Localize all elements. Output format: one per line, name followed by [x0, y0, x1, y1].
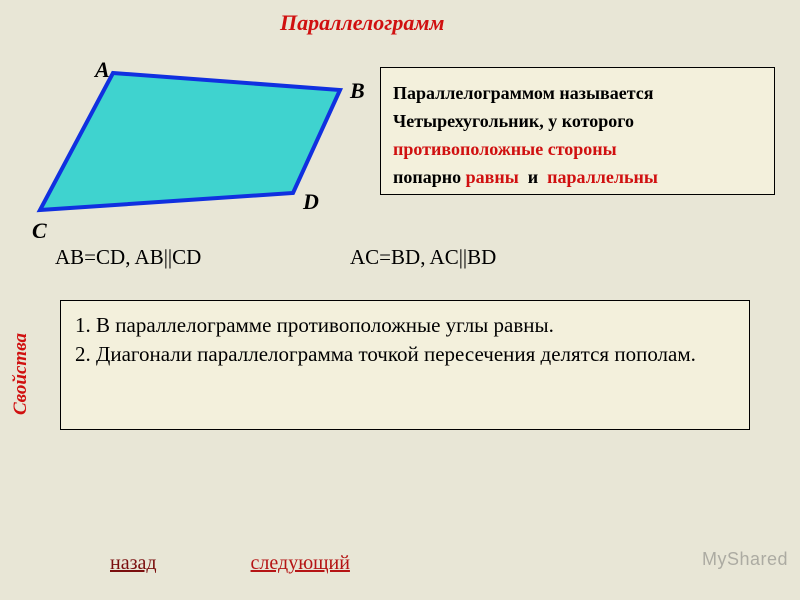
nav-next-link[interactable]: следующий: [251, 552, 350, 574]
definition-line: Четырехугольник, у которого: [393, 108, 764, 136]
definition-line: попарно равны и параллельны: [393, 164, 764, 192]
definition-box: Параллелограммом называется Четырехуголь…: [380, 67, 775, 195]
formula-ab-cd: AB=CD, AB||CD: [55, 245, 201, 270]
nav-back-link[interactable]: назад: [110, 552, 157, 574]
parallelogram-figure: A B C D: [20, 55, 370, 235]
side-label-properties: Свойства: [10, 333, 32, 415]
page-title: Параллелограмм: [280, 10, 444, 36]
vertex-label-c: C: [32, 218, 47, 244]
watermark-text: MyShared: [702, 549, 788, 570]
property-item: 2. Диагонали параллелограмма точкой пере…: [75, 340, 735, 369]
vertex-label-d: D: [303, 189, 319, 215]
definition-line: Параллелограммом называется: [393, 80, 764, 108]
nav-links: назад следующий: [110, 552, 440, 575]
definition-line: противоположные стороны: [393, 136, 764, 164]
properties-box: 1. В параллелограмме противоположные угл…: [60, 300, 750, 430]
formula-ac-bd: AC=BD, AC||BD: [350, 245, 496, 270]
property-item: 1. В параллелограмме противоположные угл…: [75, 311, 735, 340]
vertex-label-b: B: [350, 78, 365, 104]
vertex-label-a: A: [95, 57, 110, 83]
